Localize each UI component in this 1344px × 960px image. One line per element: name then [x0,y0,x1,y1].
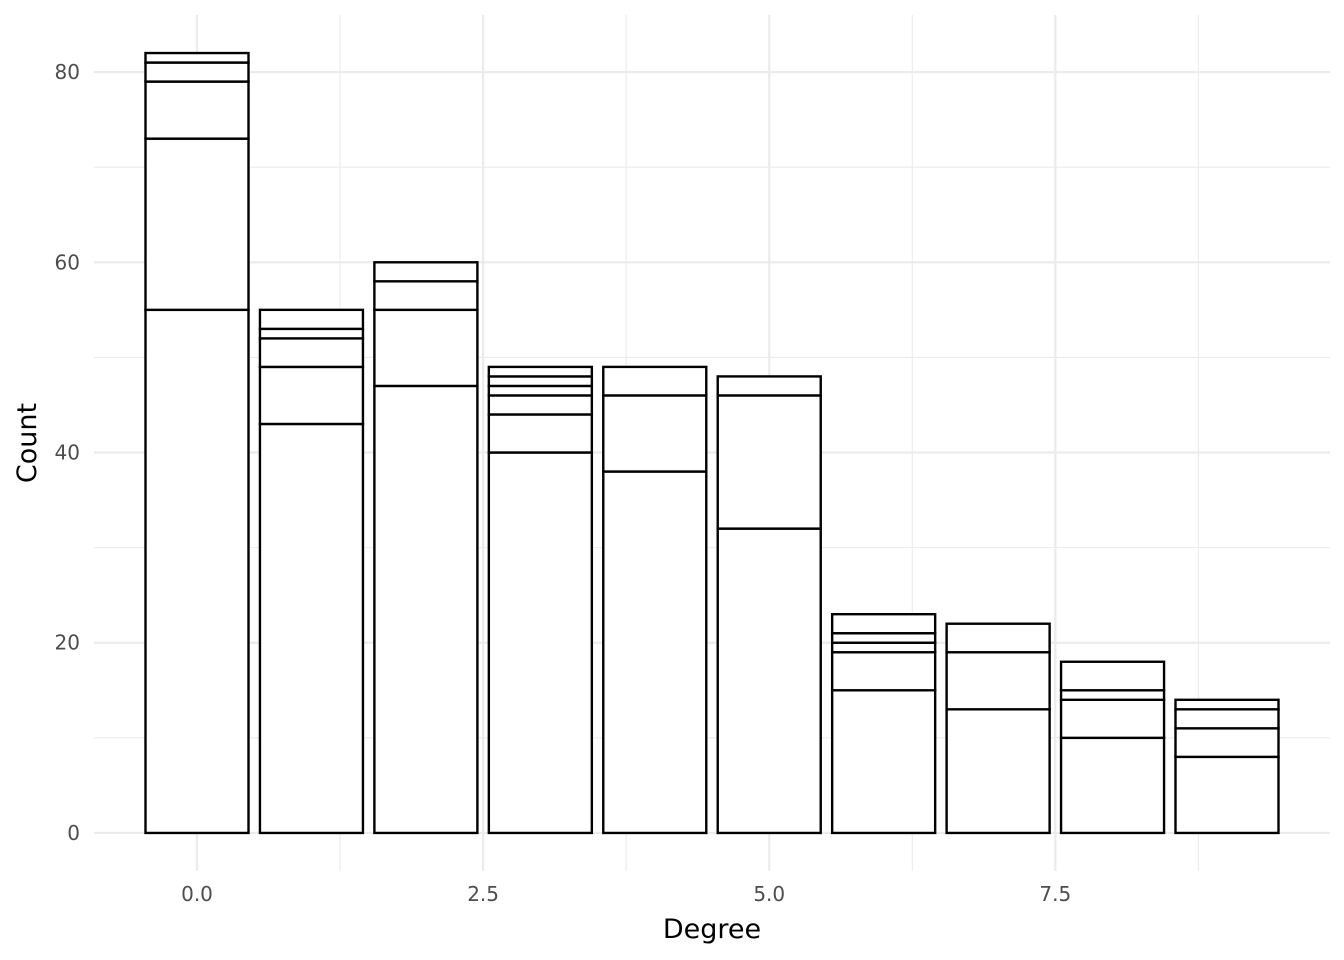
bar-segment [830,632,937,644]
bar-segment [144,137,250,312]
bar-segment [1059,660,1166,692]
bar-segment [144,51,250,64]
bar-segment [602,365,708,397]
bar-segment [487,365,594,378]
bar-segment [1174,708,1280,730]
bar-stack [1059,660,1166,835]
y-tick-label: 0 [67,821,80,845]
bar-stack [945,622,1051,835]
x-axis-title: Degree [663,914,761,945]
y-tick-label: 80 [55,60,80,84]
bar-segment [258,327,365,340]
bar-segment [945,622,1051,654]
bar-segment [945,651,1051,711]
bar-segment [373,280,479,312]
bar-segment [1059,689,1166,701]
bar-stack [716,375,822,835]
bar-stack [258,308,365,835]
x-tick-label: 7.5 [1039,882,1071,906]
bar-segment [830,651,937,692]
bar-segment [830,641,937,654]
bar-segment [487,384,594,397]
bar-segment [945,708,1051,835]
bar-segment [373,308,479,388]
bar-stack [144,51,250,835]
bar-stack [373,261,479,835]
bar-segment [1059,698,1166,740]
bar-segment [373,384,479,835]
bar-segment [1059,736,1166,835]
bar-segment [258,308,365,331]
bar-segment [830,689,937,835]
tick-labels: 0 20 40 60 80 0.0 2.5 5.0 7.5 [55,60,1072,906]
bar-stack [602,365,708,835]
bars [144,51,1280,835]
bar-stack [1174,698,1280,835]
bar-segment [487,413,594,454]
bar-segment [144,80,250,140]
bar-segment [1174,727,1280,759]
bar-segment [602,470,708,835]
bar-segment [487,375,594,388]
y-axis-title: Count [12,403,43,483]
bar-stack [487,365,594,835]
bar-segment [144,308,250,835]
bar-segment [487,451,594,835]
bar-segment [487,394,594,416]
bar-segment [716,375,822,397]
bar-segment [716,394,822,530]
x-tick-label: 5.0 [753,882,785,906]
bar-segment [1174,698,1280,711]
bar-segment [602,394,708,473]
x-tick-label: 0.0 [181,882,213,906]
bar-segment [1174,755,1280,835]
bar-segment [258,337,365,369]
bar-segment [144,61,250,83]
bar-segment [258,422,365,835]
bar-segment [716,527,822,835]
y-tick-label: 60 [55,250,80,274]
bar-segment [373,261,479,283]
y-tick-label: 40 [55,441,80,465]
bar-segment [830,613,937,635]
x-tick-label: 2.5 [467,882,499,906]
y-tick-label: 20 [55,631,80,655]
bar-segment [258,365,365,426]
bar-stack [830,613,937,835]
